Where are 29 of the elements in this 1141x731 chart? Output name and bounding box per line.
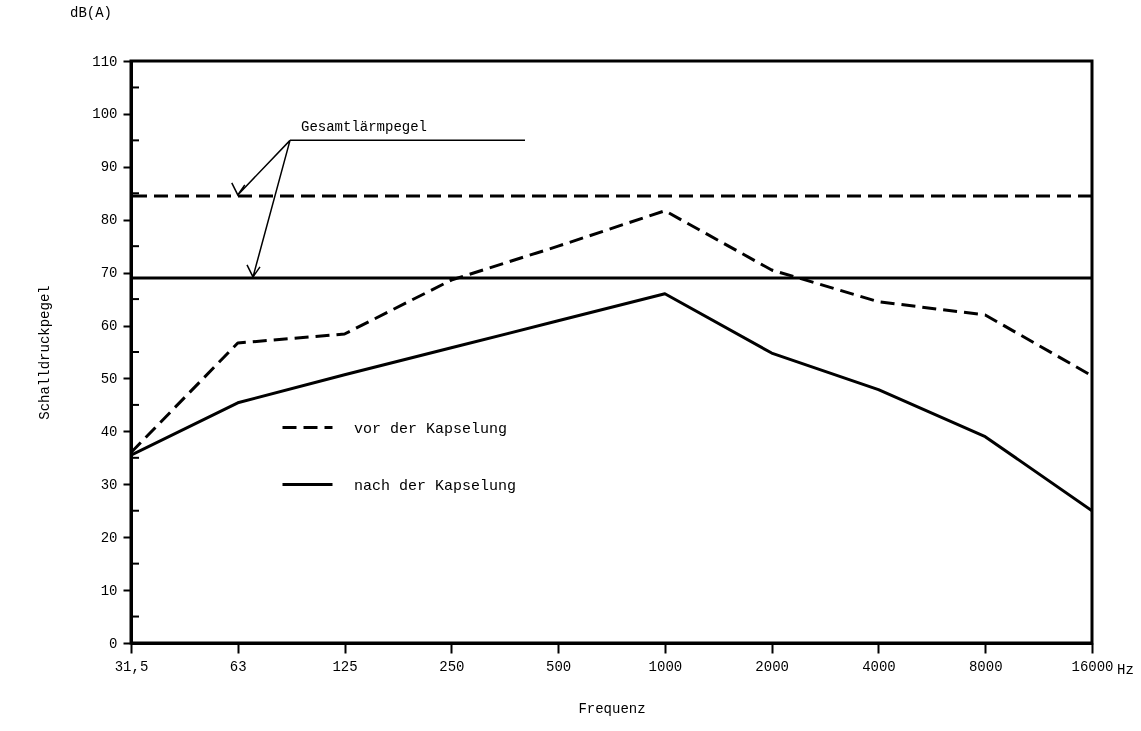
y-tick-label: 0 <box>109 635 118 652</box>
x-tick-label: 16000 <box>1071 658 1114 675</box>
text: dB(A) <box>69 5 113 21</box>
x-tick-label: 4000 <box>862 658 896 675</box>
x-axis-title: Frequenz <box>578 700 646 717</box>
annotation: Gesamtlärmpegel <box>301 119 428 136</box>
y-tick-label: 50 <box>100 370 118 387</box>
y-tick-label: 90 <box>100 159 118 176</box>
y-tick-label: 60 <box>100 318 118 335</box>
x-tick-label: 250 <box>439 658 465 675</box>
legend-label: vor der Kapselung <box>354 420 508 438</box>
x-tick-label: 8000 <box>968 658 1003 675</box>
text: Hz <box>1117 662 1134 678</box>
y-tick-label: 100 <box>92 106 118 123</box>
legend-label: nach der Kapselung <box>354 477 517 495</box>
y-tick-label: 30 <box>100 476 118 493</box>
y-tick-label: 40 <box>100 423 118 440</box>
x-tick-label: 1000 <box>648 658 683 675</box>
y-tick-label: 80 <box>100 212 118 229</box>
y-tick-label: 10 <box>100 582 118 599</box>
y-tick-label: 20 <box>100 529 118 546</box>
y-tick-label: 110 <box>92 53 118 70</box>
y-tick-label: 70 <box>100 265 118 282</box>
x-tick-label: 125 <box>332 658 358 675</box>
y-axis-title: Schalldruckpegel <box>37 285 54 420</box>
x-tick-label: 500 <box>546 658 572 675</box>
x-tick-label: 31,5 <box>114 658 149 675</box>
x-tick-label: 2000 <box>755 658 789 675</box>
x-tick-label: 63 <box>229 658 247 675</box>
